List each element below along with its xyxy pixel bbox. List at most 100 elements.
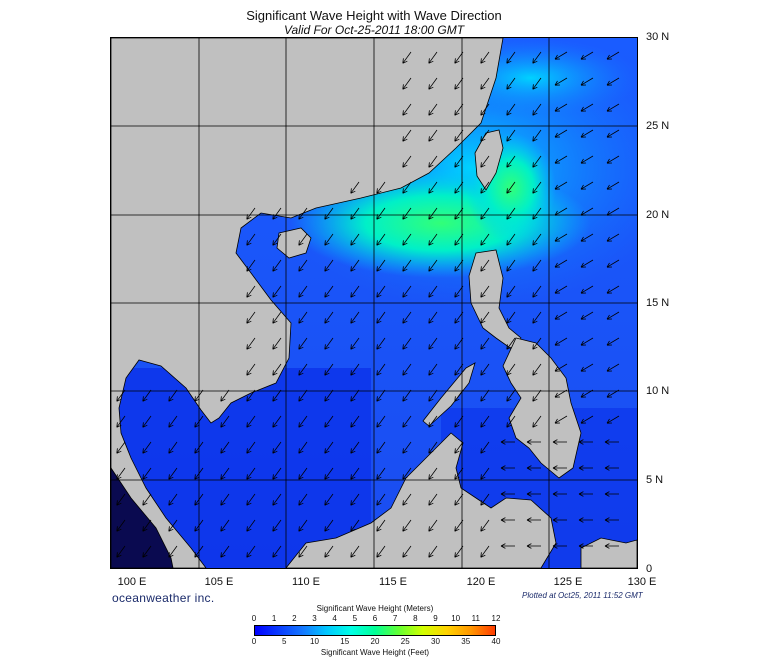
wave-direction-arrow [168,415,178,428]
wave-direction-arrow [428,259,438,272]
map-valid-time: Valid For Oct-25-2011 18:00 GMT [283,23,465,37]
wave-direction-arrow [552,517,567,523]
wave-direction-arrow [246,389,256,402]
wave-direction-arrow [194,545,204,558]
wave-direction-arrow [324,389,334,402]
map-title-block: Significant Wave Height with Wave Direct… [110,8,638,37]
wave-direction-arrow [298,363,308,376]
wave-direction-arrow [532,389,542,402]
wave-direction-arrow [402,467,412,480]
oceanweather-credit: oceanweather inc. [112,591,215,605]
borneo-land [285,432,557,568]
lon-label-125e: 125 E [553,576,583,588]
wave-direction-arrow [506,155,516,168]
wave-direction-arrow [554,389,568,398]
wave-direction-arrow [554,363,568,372]
wave-direction-arrow [402,155,412,168]
wave-direction-arrow [428,545,438,558]
wave-direction-arrow [526,517,541,523]
wave-direction-arrow [350,181,360,194]
wave-direction-arrow [246,363,256,376]
wave-direction-arrow [324,337,334,350]
legend-meters-tick: 6 [372,614,378,623]
wave-direction-arrow [168,467,178,480]
wave-direction-arrow [272,467,282,480]
wave-direction-arrow [324,207,334,220]
wave-direction-arrow [480,311,490,324]
legend-meters-tick: 8 [413,614,418,623]
wave-direction-arrow [532,363,542,376]
wave-direction-arrow [376,207,386,220]
wave-direction-arrow [298,285,308,298]
wave-direction-arrow [402,77,412,90]
lon-label-110e: 110 E [292,576,320,588]
taiwan-island [474,129,504,191]
wave-direction-arrow [506,363,516,376]
wave-direction-arrow [480,207,490,220]
plotted-timestamp: Plotted at Oct25, 2011 11:52 GMT [522,591,643,600]
wave-direction-arrow [578,543,593,549]
wave-direction-arrow [272,545,282,558]
wave-direction-arrow [246,259,256,272]
lat-label-25n: 25 N [646,120,670,132]
wave-direction-arrow [324,545,334,558]
wave-direction-arrow [580,155,594,164]
wave-direction-arrow [272,415,282,428]
wave-direction-arrow [506,259,516,272]
wave-direction-arrow [480,51,490,64]
wave-direction-arrow [428,337,438,350]
wave-direction-arrow [454,389,464,402]
wave-direction-arrow [402,545,412,558]
wave-direction-arrow [116,519,126,532]
wave-direction-arrow [580,337,594,346]
wave-direction-arrow [554,51,568,60]
wave-direction-arrow [428,233,438,246]
wave-direction-arrow [506,129,516,142]
wave-direction-arrow [604,439,619,445]
wave-direction-arrow [402,415,412,428]
wave-direction-arrow [532,233,542,246]
wave-direction-arrow [580,207,594,216]
wave-direction-arrow [376,519,386,532]
wave-direction-arrow [350,285,360,298]
wave-direction-arrow [324,519,334,532]
wave-direction-arrow [324,493,334,506]
lon-label-120e: 120 E [466,576,496,588]
wave-direction-arrow [554,181,568,190]
wave-direction-arrow [454,129,464,142]
wave-direction-arrow [454,233,464,246]
wave-direction-arrow [580,285,594,294]
wave-direction-arrow [246,415,256,428]
wave-height-map [110,37,638,569]
wave-direction-arrow [220,545,230,558]
wave-direction-arrow [554,337,568,346]
wave-direction-arrow [554,103,568,112]
wave-direction-arrow [554,285,568,294]
wave-direction-arrow [272,285,282,298]
wave-direction-arrow [168,519,178,532]
wave-direction-arrow [454,519,464,532]
wave-direction-arrow [580,233,594,242]
lat-label-0: 0 [646,563,653,575]
wave-direction-arrow [246,233,256,246]
wave-direction-arrow [298,337,308,350]
legend-feet-tick: 40 [491,637,501,646]
wave-direction-arrow [428,441,438,454]
wave-direction-arrow [604,491,619,497]
wave-direction-arrow [142,415,152,428]
wave-direction-arrow [500,491,515,497]
wave-direction-arrow [272,311,282,324]
wave-direction-arrow [552,543,567,549]
wave-direction-arrow [506,181,516,194]
wave-direction-arrow [480,181,490,194]
wave-direction-arrow [324,259,334,272]
legend-meters-tick: 9 [433,614,438,623]
wave-direction-arrow [454,77,464,90]
wave-direction-arrow [194,467,204,480]
map-canvas [111,38,637,568]
legend-feet-tick: 0 [251,637,257,646]
legend-meters-tick: 3 [312,614,317,623]
wave-direction-arrow [606,77,620,86]
wave-direction-arrow [350,233,360,246]
wave-direction-arrow [350,259,360,272]
